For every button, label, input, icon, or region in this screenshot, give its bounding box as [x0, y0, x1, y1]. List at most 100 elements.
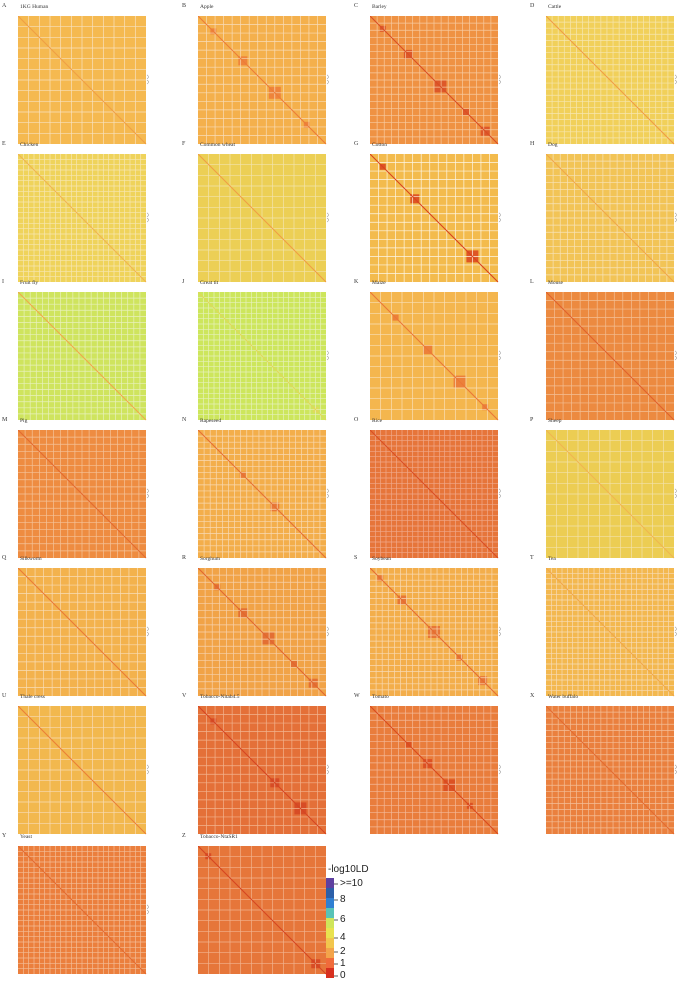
- legend-color-step: [326, 928, 334, 939]
- axis-bracket-mark: [674, 488, 677, 499]
- panel-letter-n: N: [182, 417, 187, 423]
- heatmap-diagonal: [198, 16, 327, 145]
- heatmap-v: [198, 706, 329, 835]
- panel-letter-k: K: [354, 279, 359, 285]
- panel-title-b: Apple: [200, 4, 214, 10]
- legend-color-step: [326, 908, 334, 919]
- panel-letter-w: W: [354, 693, 360, 699]
- heatmap-z: [198, 846, 329, 975]
- heatmap-k: [370, 292, 501, 421]
- panel-letter-d: D: [530, 3, 535, 9]
- panel-title-p: Sheep: [548, 418, 562, 424]
- heatmap-diagonal: [18, 568, 147, 697]
- panel-letter-g: G: [354, 141, 359, 147]
- heatmap-diagonal: [546, 568, 675, 697]
- panel-title-c: Barley: [372, 4, 387, 10]
- legend-color-step: [326, 958, 334, 969]
- heatmap-diagonal: [370, 16, 499, 145]
- panel-title-z: Tobacco-NtaSR1: [200, 834, 238, 840]
- panel-letter-s: S: [354, 555, 358, 561]
- panel-title-a: 1KG Human: [20, 4, 49, 10]
- legend-tick-label: 1: [340, 958, 346, 969]
- legend-color-step: [326, 918, 334, 929]
- panel-letter-e: E: [2, 141, 6, 147]
- legend-color-step: [326, 878, 334, 889]
- panel-title-u: Thale cress: [20, 694, 45, 700]
- heatmap-b: [198, 16, 329, 145]
- heatmap-c: [370, 16, 501, 145]
- heatmap-n: [198, 430, 329, 559]
- axis-bracket-mark: [326, 488, 329, 499]
- heatmap-diagonal: [546, 292, 675, 421]
- panel-title-d: Cattle: [548, 4, 562, 10]
- panel-title-f: Common wheat: [200, 142, 235, 148]
- heatmap-g: [370, 154, 501, 283]
- axis-bracket-mark: [674, 764, 677, 775]
- heatmap-diagonal: [18, 846, 147, 975]
- axis-bracket-mark: [498, 488, 501, 499]
- panel-title-r: Sorghum: [200, 556, 221, 562]
- panel-letter-a: A: [2, 3, 7, 9]
- heatmap-diagonal: [18, 292, 147, 421]
- legend-color-step: [326, 948, 334, 959]
- heatmap-t: [546, 568, 677, 697]
- axis-bracket-mark: [326, 74, 329, 85]
- heatmap-f: [198, 154, 329, 283]
- legend-color-step: [326, 938, 334, 949]
- heatmap-diagonal: [370, 568, 499, 697]
- panel-title-j: Great tit: [200, 280, 219, 286]
- heatmap-x: [546, 706, 677, 835]
- axis-bracket-mark: [674, 212, 677, 223]
- panel-letter-f: F: [182, 141, 186, 147]
- heatmap-diagonal: [198, 430, 327, 559]
- axis-bracket-mark: [326, 350, 329, 361]
- panel-title-m: Pig: [20, 418, 28, 424]
- axis-bracket-mark: [146, 904, 149, 915]
- heatmap-w: [370, 706, 501, 835]
- heatmap-o: [370, 430, 501, 559]
- panel-letter-j: J: [182, 279, 185, 285]
- legend-tick-label: 2: [340, 946, 346, 957]
- axis-bracket-mark: [146, 626, 149, 637]
- heatmap-diagonal: [546, 430, 675, 559]
- panel-letter-p: P: [530, 417, 534, 423]
- heatmap-q: [18, 568, 149, 697]
- axis-bracket-mark: [146, 74, 149, 85]
- axis-bracket-mark: [498, 626, 501, 637]
- legend-tick-label: 4: [340, 932, 346, 943]
- legend-color-step: [326, 968, 334, 978]
- heatmap-diagonal: [18, 16, 147, 145]
- axis-bracket-mark: [674, 626, 677, 637]
- heatmap-a: [18, 16, 149, 145]
- axis-bracket-mark: [146, 764, 149, 775]
- panel-letter-l: L: [530, 279, 534, 285]
- panel-title-e: Chicken: [20, 142, 39, 148]
- heatmap-s: [370, 568, 501, 697]
- heatmap-i: [18, 292, 147, 421]
- panel-letter-z: Z: [182, 833, 186, 839]
- panel-title-s: Soybean: [372, 556, 391, 562]
- axis-bracket-mark: [498, 74, 501, 85]
- panel-letter-i: I: [2, 279, 4, 285]
- panel-title-k: Maize: [372, 280, 386, 286]
- legend-tick-label: >=10: [340, 878, 363, 889]
- panel-letter-r: R: [182, 555, 187, 561]
- heatmap-diagonal: [370, 154, 499, 283]
- panel-title-n: Rapeseed: [200, 418, 222, 424]
- panel-title-h: Dog: [548, 142, 558, 148]
- heatmap-y: [18, 846, 149, 975]
- legend-colorbar: [326, 878, 338, 978]
- heatmap-diagonal: [18, 430, 147, 559]
- color-legend: -log10LD >=10 8 6 4 2 1 0: [322, 862, 382, 981]
- legend-color-step: [326, 898, 334, 909]
- heatmap-r: [198, 568, 329, 697]
- axis-bracket-mark: [326, 212, 329, 223]
- panel-letter-u: U: [2, 693, 7, 699]
- axis-bracket-mark: [674, 350, 677, 361]
- heatmap-h: [546, 154, 677, 283]
- legend-tick-label: 8: [340, 894, 346, 905]
- heatmap-diagonal: [370, 430, 499, 559]
- heatmap-diagonal: [546, 16, 675, 145]
- axis-bracket-mark: [146, 212, 149, 223]
- panel-title-x: Water buffalo: [548, 694, 579, 700]
